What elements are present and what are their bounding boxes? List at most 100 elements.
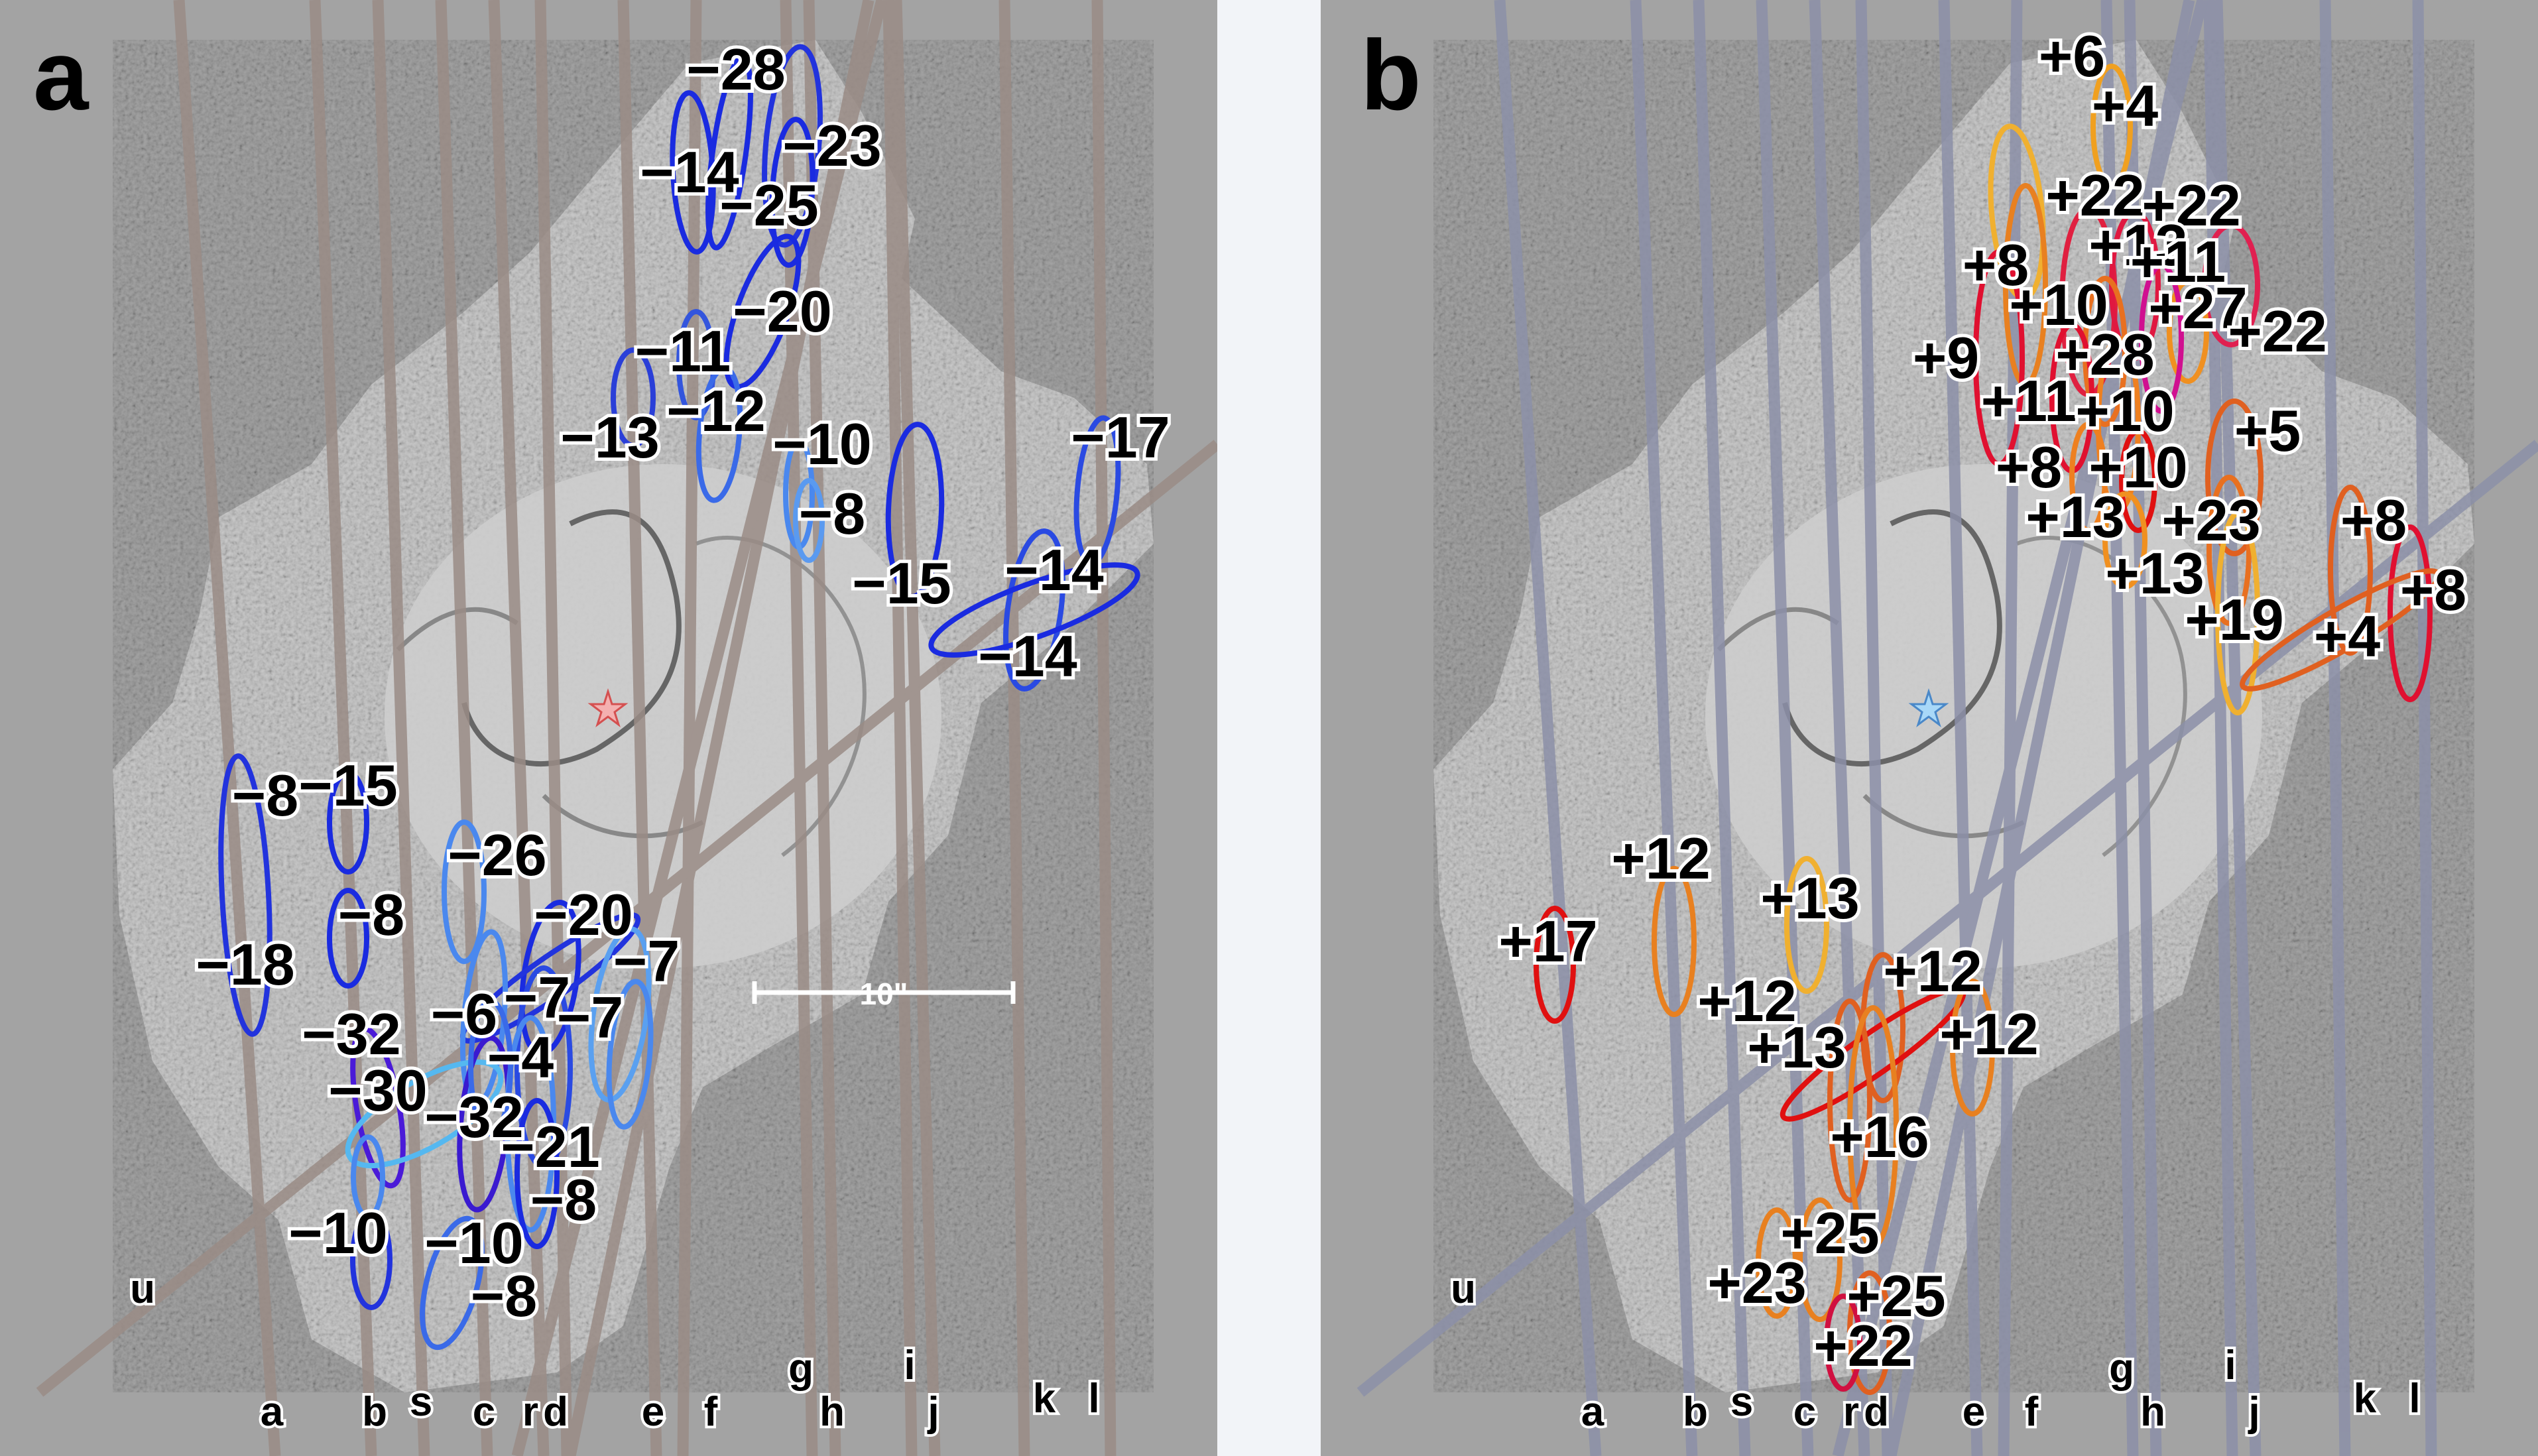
velocity-label: −8 [530,1167,597,1233]
velocity-label: −30 [328,1058,427,1123]
velocity-ellipse [514,1098,560,1249]
velocity-ellipse [2202,223,2260,347]
panel-label-a: a [33,19,90,131]
panel-label-b: b [1360,19,1421,131]
velocity-label: +13 [2025,484,2124,550]
velocity-ellipse [2090,64,2133,188]
slit-label: l [1088,1376,1099,1422]
slit-labels-a: a b s c r d e f gh ij k l u [127,1264,1103,1437]
slit-label: j [2248,1389,2260,1435]
velocity-label: −20 [534,882,633,947]
velocity-label: +12 [1611,825,1710,891]
star-icon [1908,688,1949,728]
velocity-label: +6 [2039,23,2105,89]
velocity-ellipse [350,1026,406,1189]
velocity-ellipse [468,999,513,1136]
velocity-label: +23 [2161,487,2260,553]
velocity-label: +22 [2228,298,2326,364]
velocity-label: +19 [2185,587,2283,652]
velocity-ellipse [2167,279,2209,384]
panel-a: 10" −28−23−14−25−20−11−12−13 −10−8−17−15−… [0,0,1217,1456]
velocity-label: +25 [1780,1200,1879,1266]
velocity-ellipse [2069,422,2108,533]
velocity-label: +4 [2314,603,2380,669]
velocity-label: +22 [1813,1313,1912,1378]
velocity-label: −8 [232,762,298,828]
velocity-ellipse [885,422,945,599]
scale-bar [752,981,1016,1004]
velocity-ellipse [1847,1005,1899,1249]
velocity-label: +11 [1981,368,2077,434]
slit-label: f [704,1389,718,1435]
velocity-label: −14 [1004,537,1103,603]
velocity-label: +13 [1747,1014,1846,1080]
velocity-label: +22 [2045,162,2144,228]
slits-a [36,0,1217,1456]
slit-label: k [2354,1376,2377,1422]
velocity-ellipse [705,54,753,251]
slit-label: g [2109,1346,2134,1392]
velocity-label: +10 [2009,272,2108,337]
velocity-ellipse [611,347,656,448]
velocity-ellipse [2240,568,2441,692]
velocity-label: −7 [613,928,680,994]
velocity-label: −4 [487,1024,554,1090]
velocity-label: +9 [1913,325,1979,391]
velocity-ellipse [218,753,272,1037]
velocity-label: +17 [1498,908,1597,974]
star-icon [587,688,629,728]
velocity-label: +13 [2088,212,2187,278]
slit-label: h [2140,1389,2165,1435]
velocity-ellipse [442,819,487,964]
velocity-ellipse [1824,1294,1862,1392]
velocity-ellipse [1827,999,1872,1203]
velocity-label: −10 [772,411,871,477]
velocity-ellipse [1652,866,1697,1017]
slit-label: k [1033,1376,1056,1422]
slit-label: i [2224,1343,2236,1388]
velocity-ellipse [762,44,823,248]
velocity-label: −8 [799,481,865,546]
slit-label: d [1864,1389,1889,1435]
velocity-ellipses-b [1534,64,2441,1395]
velocity-ellipse [1988,123,2046,301]
velocity-labels-b: +6+4+22+22+13+11+8+10 +27+22+9 +28+11+10 +5… [1495,20,2470,1382]
slit-label: u [1451,1266,1476,1312]
slit-label: r [1843,1389,1859,1435]
velocity-label: +10 [2088,434,2187,500]
velocity-ellipse [1003,528,1065,692]
slit-labels-b: a b s c r d e f gh ij k l u [1448,1264,2423,1437]
velocity-label: +5 [2234,398,2301,463]
velocity-label: −10 [288,1200,387,1266]
slit-label: e [1963,1389,1985,1435]
velocity-ellipse [327,770,369,875]
velocity-label: +10 [2075,378,2174,444]
velocity-labels-a: −28−23−14−25−20−11−12−13 −10−8−17−15 −14−1… [192,33,1173,1332]
velocity-label: −20 [733,278,831,344]
velocity-ellipse [606,979,654,1130]
velocity-ellipse [1973,249,2025,467]
velocity-label: −32 [424,1084,523,1150]
velocity-ellipse [588,926,652,1103]
velocity-ellipse [695,365,743,503]
velocity-label: −18 [196,932,294,997]
panel-b: +6+4+22+22+13+11+8+10 +27+22+9 +28+11+10 +5… [1321,0,2538,1456]
velocity-label: −8 [471,1263,537,1329]
slit-label: b [1683,1389,1708,1435]
velocity-label: +12 [1939,1001,2038,1067]
velocity-label: +22 [2142,172,2240,238]
slit-label: s [1730,1379,1753,1425]
velocity-label: −14 [978,623,1077,689]
velocity-ellipse [327,888,369,989]
velocity-ellipse [793,478,825,563]
velocity-label: −26 [448,822,546,888]
velocity-label: +27 [2148,275,2247,341]
velocity-ellipse [676,309,716,420]
velocity-label: +11 [2130,229,2226,294]
slit-label: r [522,1389,538,1435]
velocity-label: −21 [501,1114,599,1180]
velocity-ellipse [1784,856,1829,994]
velocity-label: +8 [2400,557,2466,623]
velocity-label: +16 [1830,1104,1929,1170]
scale-bar-label: 10" [860,977,908,1011]
